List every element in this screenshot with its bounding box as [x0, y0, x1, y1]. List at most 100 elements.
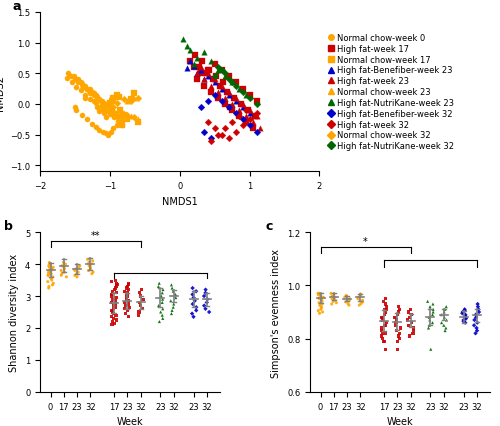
Point [44, 269, 52, 276]
Point [442, 317, 450, 324]
Point [392, 322, 400, 329]
Point [126, 304, 134, 311]
Point [315, 292, 323, 299]
Point [88, 89, 96, 96]
Point [328, 301, 336, 308]
Point [392, 320, 400, 326]
Point [341, 294, 349, 301]
Point [158, 315, 166, 322]
Point [154, 283, 162, 290]
Point [74, 269, 82, 276]
Point [88, 121, 96, 128]
Point [441, 306, 449, 313]
Point [242, 120, 250, 127]
Point [108, 307, 116, 314]
Point [224, 92, 232, 99]
Point [232, 129, 239, 135]
Point [235, 114, 243, 121]
Legend: Normal chow-week 0, High fat-week 17, Normal chow-week 17, High fat-Benefiber-we: Normal chow-week 0, High fat-week 17, No… [326, 34, 454, 151]
Point [200, 302, 208, 309]
Point [134, 312, 142, 319]
Point [44, 285, 52, 292]
Point [346, 297, 354, 304]
Point [98, 98, 106, 105]
Point [104, 104, 112, 111]
Point [62, 274, 70, 281]
Point [426, 304, 434, 311]
Point [46, 261, 54, 268]
Point [218, 83, 226, 90]
Point [124, 283, 132, 290]
Point [104, 109, 112, 115]
Point [204, 68, 212, 75]
Point [202, 71, 210, 78]
Point [109, 309, 117, 316]
Point [96, 96, 104, 103]
Point [108, 98, 116, 105]
Point [212, 74, 220, 81]
Point [86, 96, 94, 103]
Point [49, 264, 57, 271]
Point [207, 58, 215, 65]
Point [112, 283, 120, 290]
Point [84, 256, 92, 263]
Point [218, 68, 226, 75]
Point [244, 107, 252, 114]
Point [125, 287, 133, 294]
Point [438, 320, 446, 326]
Point [207, 138, 215, 145]
Point [186, 58, 194, 65]
Point [462, 316, 470, 322]
Point [442, 325, 450, 331]
Point [96, 109, 104, 115]
Point [62, 75, 70, 82]
Point [76, 88, 84, 95]
Point [252, 98, 260, 105]
Point [172, 291, 179, 298]
Point [158, 296, 166, 303]
Point [88, 90, 96, 97]
Point [354, 296, 362, 302]
Point [228, 80, 236, 86]
Point [204, 296, 212, 303]
Point [328, 293, 336, 300]
Point [238, 117, 246, 124]
Point [107, 291, 115, 298]
Point [318, 297, 326, 304]
Point [425, 314, 433, 321]
Point [116, 106, 124, 113]
Point [382, 320, 390, 326]
Point [84, 268, 92, 274]
Point [378, 314, 386, 321]
Point [100, 103, 108, 109]
Point [48, 282, 56, 288]
Point [193, 55, 201, 62]
Point [214, 89, 222, 96]
Point [110, 115, 118, 121]
Point [124, 98, 132, 105]
Point [168, 311, 175, 317]
Point [125, 280, 133, 287]
Point [47, 275, 55, 282]
Point [196, 64, 204, 71]
Point [130, 95, 138, 102]
Point [460, 317, 468, 324]
Point [157, 293, 165, 300]
Point [378, 328, 386, 334]
Point [223, 89, 231, 96]
Point [378, 314, 386, 321]
Point [74, 77, 82, 83]
Point [192, 288, 200, 295]
Point [252, 129, 260, 135]
Point [396, 325, 404, 331]
Point [72, 271, 80, 277]
Point [71, 272, 79, 279]
Point [196, 104, 204, 111]
Point [71, 104, 79, 111]
Point [123, 307, 131, 314]
Point [47, 271, 55, 277]
Point [473, 328, 481, 334]
Point [438, 311, 446, 318]
Point [82, 92, 90, 99]
Point [318, 301, 326, 308]
